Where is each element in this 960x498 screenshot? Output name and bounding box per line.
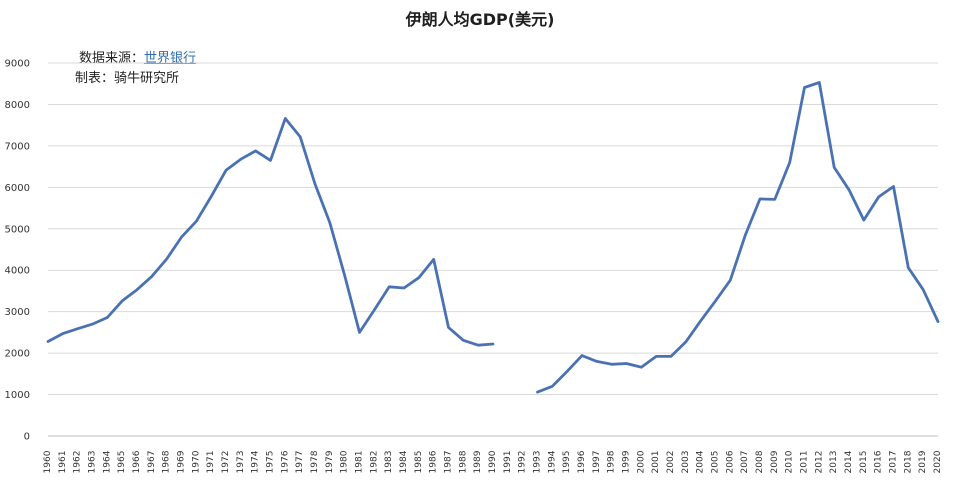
y-tick-label: 1000 xyxy=(5,390,30,401)
chart-title: 伊朗人均GDP(美元) xyxy=(405,10,555,29)
x-tick-label: 2011 xyxy=(800,451,810,474)
x-tick-label: 1964 xyxy=(102,450,112,473)
y-tick-label: 8000 xyxy=(5,100,30,111)
x-tick-label: 2002 xyxy=(666,451,676,474)
x-tick-label: 1977 xyxy=(295,451,305,474)
x-tick-label: 1978 xyxy=(310,450,320,473)
x-tick-label: 1980 xyxy=(340,450,350,473)
x-tick-label: 1967 xyxy=(147,451,157,474)
x-tick-label: 1972 xyxy=(221,451,231,474)
x-tick-label: 2009 xyxy=(770,450,780,473)
x-tick-label: 1993 xyxy=(533,451,543,474)
x-tick-label: 1988 xyxy=(458,450,468,473)
x-tick-label: 1966 xyxy=(132,450,142,473)
y-tick-label: 5000 xyxy=(5,224,30,235)
x-tick-label: 2012 xyxy=(814,451,824,474)
x-tick-label: 1979 xyxy=(325,450,335,473)
y-tick-label: 4000 xyxy=(5,266,30,277)
x-tick-label: 1989 xyxy=(473,450,483,473)
x-tick-label: 1987 xyxy=(444,451,454,474)
x-tick-label: 1975 xyxy=(266,451,276,474)
x-tick-label: 1970 xyxy=(191,450,201,473)
x-tick-label: 2004 xyxy=(696,450,706,473)
x-tick-label: 1983 xyxy=(384,451,394,474)
x-tick-label: 1976 xyxy=(280,450,290,473)
x-tick-label: 1994 xyxy=(547,450,557,473)
y-tick-label: 0 xyxy=(24,432,30,443)
y-tick-label: 3000 xyxy=(5,307,30,318)
x-tick-label: 1991 xyxy=(503,451,513,474)
x-tick-label: 2001 xyxy=(651,451,661,474)
x-tick-label: 1965 xyxy=(117,451,127,474)
x-tick-label: 1998 xyxy=(607,450,617,473)
x-tick-label: 1995 xyxy=(562,451,572,474)
x-tick-label: 1992 xyxy=(518,451,528,474)
x-tick-label: 2018 xyxy=(903,450,913,473)
x-tick-label: 2016 xyxy=(874,450,884,473)
x-tick-label: 1973 xyxy=(236,451,246,474)
source-link[interactable]: 世界银行 xyxy=(144,51,197,66)
x-tick-label: 1997 xyxy=(592,451,602,474)
x-tick-label: 2015 xyxy=(859,451,869,474)
x-tick-label: 2000 xyxy=(636,450,646,473)
x-tick-label: 1971 xyxy=(206,451,216,474)
x-tick-label: 1999 xyxy=(622,450,632,473)
series-line xyxy=(536,81,940,394)
x-tick-label: 1963 xyxy=(88,451,98,474)
x-tick-label: 1962 xyxy=(73,451,83,474)
x-tick-label: 1996 xyxy=(577,450,587,473)
x-tick-label: 1986 xyxy=(429,450,439,473)
source-label: 数据来源： xyxy=(79,51,145,66)
x-tick-label: 1961 xyxy=(58,451,68,474)
y-tick-label: 6000 xyxy=(5,183,30,194)
x-tick-label: 1974 xyxy=(251,450,261,473)
x-tick-label: 2014 xyxy=(844,450,854,473)
x-tick-label: 2017 xyxy=(889,451,899,474)
x-tick-label: 2006 xyxy=(725,450,735,473)
y-tick-label: 7000 xyxy=(5,141,30,152)
x-tick-label: 2003 xyxy=(681,451,691,474)
x-tick-label: 2008 xyxy=(755,450,765,473)
source-note: 数据来源：世界银行 xyxy=(79,47,196,66)
x-tick-label: 2010 xyxy=(785,450,795,473)
x-tick-label: 2019 xyxy=(918,450,928,473)
x-tick-label: 1968 xyxy=(162,450,172,473)
x-tick-label: 2007 xyxy=(740,451,750,474)
x-tick-label: 2005 xyxy=(711,451,721,474)
y-tick-label: 2000 xyxy=(5,349,30,360)
maker-note: 制表：骑牛研究所 xyxy=(75,71,180,86)
x-tick-label: 1985 xyxy=(414,451,424,474)
x-tick-label: 1960 xyxy=(43,450,53,473)
y-tick-label: 9000 xyxy=(5,59,30,70)
x-tick-label: 2020 xyxy=(933,450,943,473)
x-tick-label: 1969 xyxy=(177,450,187,473)
x-tick-label: 1981 xyxy=(355,451,365,474)
x-tick-label: 1982 xyxy=(369,451,379,474)
x-tick-label: 2013 xyxy=(829,451,839,474)
x-tick-label: 1990 xyxy=(488,450,498,473)
x-tick-label: 1984 xyxy=(399,450,409,473)
